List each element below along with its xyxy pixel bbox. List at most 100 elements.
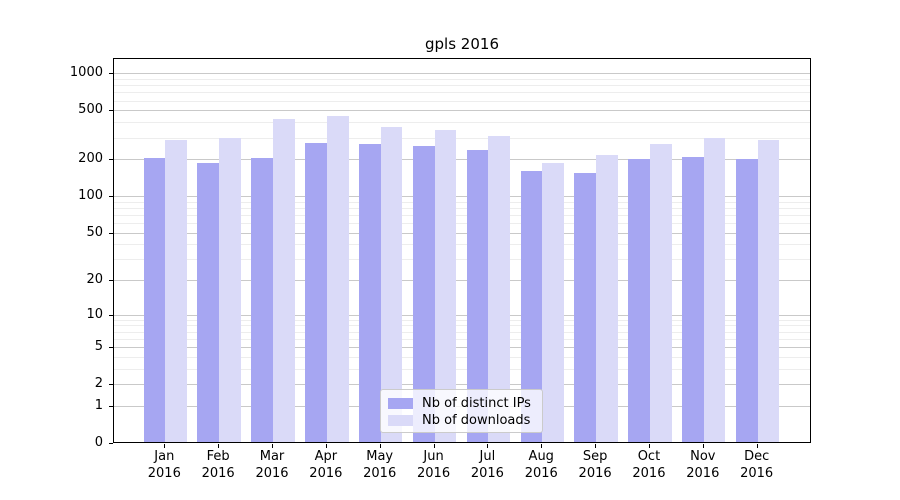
minor-gridline (114, 78, 810, 80)
y-tick-label: 10 (86, 306, 103, 322)
x-tick (164, 444, 166, 448)
legend-swatch-downloads-icon (388, 415, 413, 426)
major-gridline (114, 347, 810, 349)
x-tick (541, 444, 543, 448)
bar-distinct-ips (251, 157, 273, 442)
chart-title: gpls 2016 (425, 35, 499, 53)
plot-area (113, 58, 811, 443)
legend-label-distinct-ips: Nb of distinct IPs (422, 396, 531, 411)
bar-downloads (757, 140, 780, 442)
major-gridline (114, 384, 810, 386)
y-tick-label: 200 (78, 151, 103, 167)
bar-downloads (542, 162, 564, 442)
x-tick-label: Jun 2016 (417, 449, 451, 481)
x-tick (379, 444, 381, 448)
y-tick-label: 1000 (69, 65, 103, 81)
bar-downloads (273, 118, 295, 442)
minor-gridline (114, 368, 810, 370)
minor-gridline (114, 137, 810, 139)
x-tick (218, 444, 220, 448)
major-gridline (114, 280, 810, 282)
bar-distinct-ips (359, 143, 381, 442)
x-tick (433, 444, 435, 448)
y-tick-label: 100 (78, 188, 103, 204)
x-tick (487, 444, 489, 448)
y-tick (109, 443, 113, 444)
y-tick (109, 232, 113, 234)
x-tick (756, 444, 758, 448)
y-tick-label: 5 (94, 339, 103, 355)
y-tick-label: 500 (78, 102, 103, 118)
legend-swatch-distinct-ips-icon (388, 398, 413, 409)
legend-item-downloads: Nb of downloads (388, 412, 542, 429)
x-tick-label: Oct 2016 (632, 449, 666, 481)
y-tick (109, 314, 113, 316)
bar-distinct-ips (574, 172, 597, 442)
bar-distinct-ips (197, 162, 220, 442)
minor-gridline (114, 319, 810, 321)
legend-label-downloads: Nb of downloads (422, 413, 531, 428)
bar-distinct-ips (412, 145, 435, 442)
y-tick-label: 1 (94, 397, 103, 413)
minor-gridline (114, 85, 810, 87)
bar-distinct-ips (735, 159, 758, 442)
y-tick (109, 405, 113, 407)
y-tick-label: 0 (94, 435, 103, 450)
x-tick (702, 444, 704, 448)
bar-downloads (488, 136, 511, 442)
y-tick (109, 347, 113, 349)
x-tick-label: Sep 2016 (578, 449, 612, 481)
x-tick (272, 444, 273, 448)
major-gridline (114, 314, 810, 316)
minor-gridline (114, 122, 810, 124)
major-gridline (114, 159, 810, 161)
y-tick-label: 20 (86, 272, 103, 288)
minor-gridline (114, 207, 810, 209)
minor-gridline (114, 259, 810, 261)
minor-gridline (114, 338, 810, 340)
bar-downloads (380, 127, 403, 442)
minor-gridline (114, 214, 810, 216)
minor-gridline (114, 223, 810, 225)
x-tick (648, 444, 650, 448)
bar-distinct-ips (305, 143, 327, 442)
minor-gridline (114, 244, 810, 246)
y-tick (109, 159, 113, 161)
major-gridline (114, 196, 810, 198)
bar-downloads (326, 116, 349, 442)
minor-gridline (114, 325, 810, 327)
minor-gridline (114, 100, 810, 102)
bar-distinct-ips (520, 171, 543, 442)
bar-distinct-ips (628, 159, 650, 442)
y-tick (109, 110, 113, 112)
bar-distinct-ips (466, 150, 489, 442)
major-gridline (114, 73, 810, 75)
y-tick (109, 73, 113, 75)
bar-distinct-ips (682, 156, 704, 442)
x-tick-label: Jan 2016 (147, 449, 181, 481)
major-gridline (114, 110, 810, 112)
x-tick-label: Aug 2016 (524, 449, 558, 481)
x-tick-label: Apr 2016 (309, 449, 343, 481)
y-tick (109, 384, 113, 386)
bar-distinct-ips (143, 158, 166, 442)
bar-downloads (434, 129, 457, 442)
legend: Nb of distinct IPs Nb of downloads (380, 389, 543, 433)
y-tick (109, 280, 113, 282)
x-tick (595, 444, 597, 448)
x-tick (325, 444, 327, 448)
y-tick-label: 50 (86, 224, 103, 240)
x-tick-label: Feb 2016 (201, 449, 235, 481)
x-tick-label: Jul 2016 (470, 449, 504, 481)
legend-item-distinct-ips: Nb of distinct IPs (388, 395, 542, 412)
x-tick-label: Mar 2016 (255, 449, 289, 481)
minor-gridline (114, 201, 810, 203)
bar-downloads (649, 143, 672, 442)
bar-downloads (596, 154, 618, 442)
minor-gridline (114, 331, 810, 333)
minor-gridline (114, 356, 810, 358)
x-tick-label: Dec 2016 (740, 449, 774, 481)
minor-gridline (114, 92, 810, 94)
bar-downloads (219, 138, 241, 442)
